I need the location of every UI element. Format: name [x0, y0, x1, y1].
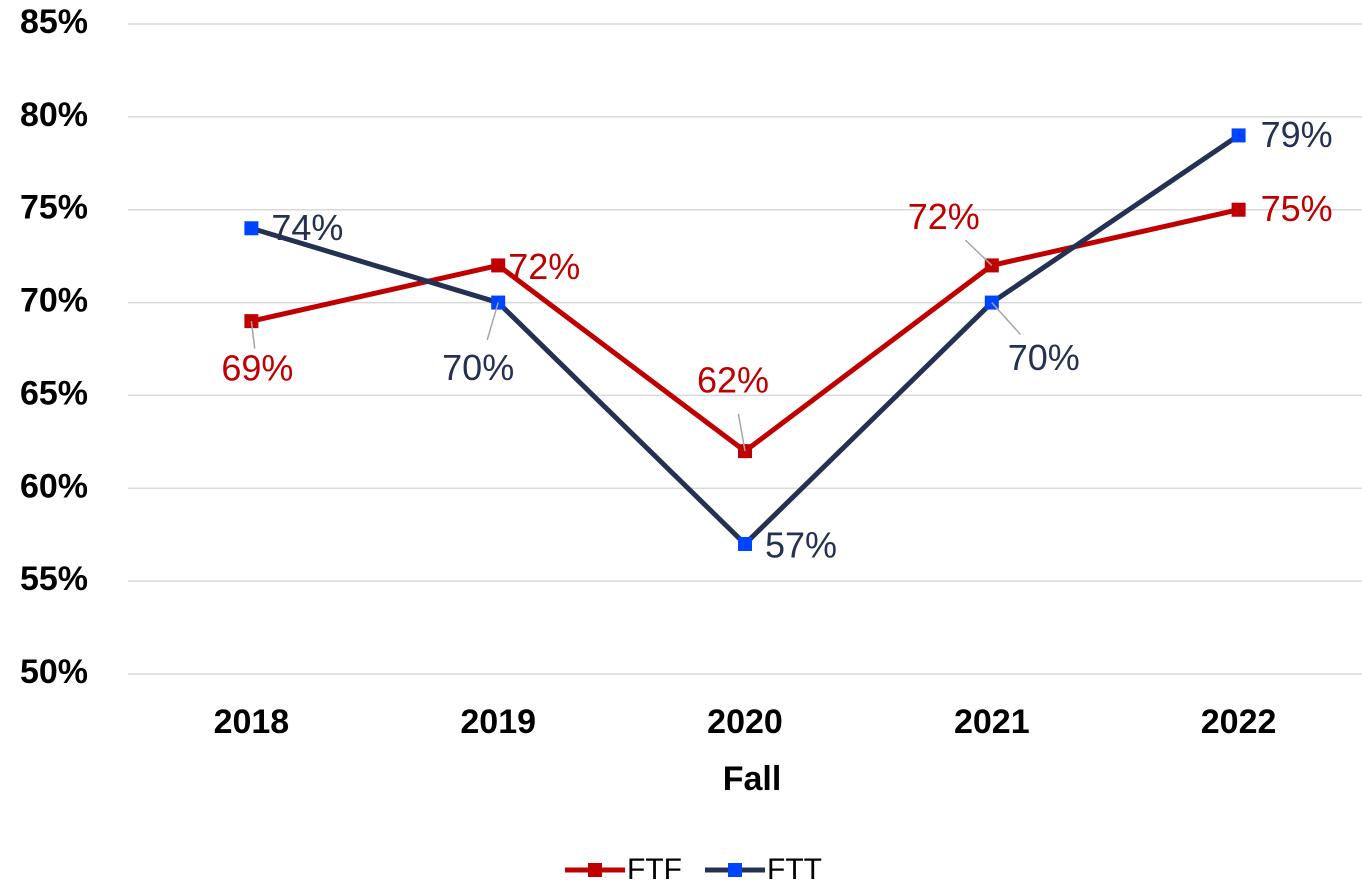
- marker: [1231, 128, 1246, 143]
- y-tick-label: 80%: [20, 96, 88, 134]
- leader-line: [737, 413, 746, 452]
- legend-marker: [588, 863, 602, 877]
- marker: [1231, 202, 1246, 217]
- data-label: 69%: [221, 348, 293, 389]
- marker: [244, 221, 259, 236]
- marker: [738, 537, 752, 551]
- leader-line: [250, 321, 256, 349]
- x-tick-label: 2022: [1201, 703, 1277, 741]
- y-tick-label: 75%: [20, 189, 88, 227]
- leader-line: [486, 302, 499, 341]
- y-tick-label: 50%: [20, 653, 88, 691]
- x-tick-label: 2018: [214, 703, 290, 741]
- data-label: 74%: [271, 207, 343, 248]
- legend-label: FTT: [767, 853, 822, 885]
- data-label: 72%: [508, 246, 580, 287]
- series-line: [250, 207, 1240, 454]
- legend-label: FTF: [627, 853, 682, 885]
- data-label: 70%: [1008, 337, 1080, 378]
- leader-line: [991, 302, 1021, 335]
- series-line: [250, 133, 1241, 547]
- y-tick-label: 65%: [20, 374, 88, 412]
- x-tick-label: 2020: [707, 703, 783, 741]
- data-label: 72%: [908, 196, 980, 237]
- x-tick-label: 2021: [954, 703, 1030, 741]
- legend-marker: [728, 863, 742, 877]
- leader-line: [964, 239, 993, 266]
- y-tick-label: 60%: [20, 467, 88, 505]
- data-label: 75%: [1261, 188, 1333, 229]
- y-tick-label: 70%: [20, 282, 88, 320]
- marker: [491, 258, 506, 273]
- y-tick-label: 85%: [20, 3, 88, 41]
- data-label: 79%: [1261, 114, 1333, 155]
- y-tick-label: 55%: [20, 560, 88, 598]
- data-label: 62%: [697, 360, 769, 401]
- data-label: 57%: [765, 525, 837, 566]
- x-tick-label: 2019: [460, 703, 536, 741]
- data-label: 70%: [442, 347, 514, 388]
- x-axis-label: Fall: [723, 760, 782, 798]
